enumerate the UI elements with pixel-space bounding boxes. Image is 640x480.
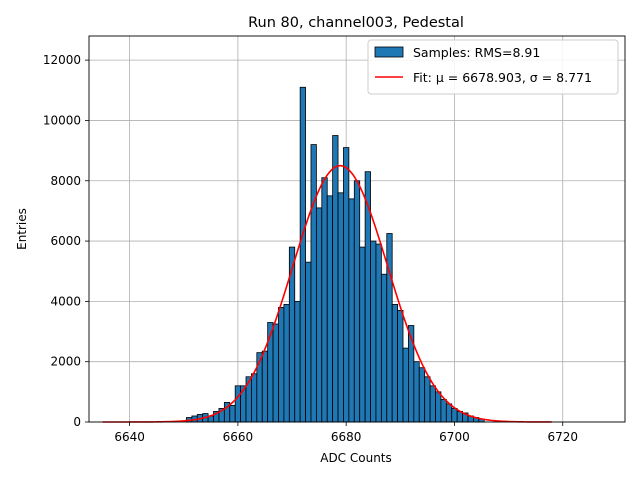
- legend-fit-label: Fit: μ = 6678.903, σ = 8.771: [413, 70, 592, 85]
- plot-frame: [88, 35, 626, 423]
- legend-bar-swatch: [374, 46, 404, 58]
- x-tick-label: 6640: [114, 430, 145, 444]
- histogram-bar: [332, 135, 339, 423]
- histogram-bar: [418, 367, 426, 423]
- y-tick-label: 10000: [43, 113, 81, 127]
- histogram-bars: [186, 86, 485, 423]
- histogram-bar: [445, 403, 453, 423]
- y-tick-label: 8000: [50, 174, 81, 188]
- histogram-bar: [310, 144, 317, 423]
- histogram-bar: [326, 195, 334, 423]
- histogram-bar: [278, 307, 285, 423]
- histogram-bar: [251, 373, 258, 423]
- histogram-bar: [305, 261, 312, 423]
- histogram-bar: [424, 376, 431, 423]
- x-tick-label: 6660: [223, 430, 254, 444]
- histogram-bar: [370, 240, 377, 423]
- x-axis: 6640 6660 6680 6700 6720: [114, 422, 578, 444]
- histogram-bar: [294, 300, 301, 423]
- histogram-bar: [380, 273, 388, 423]
- chart-title: Run 80, channel003, Pedestal: [248, 15, 464, 31]
- y-tick-label: 4000: [50, 294, 81, 308]
- y-tick-label: 2000: [50, 355, 81, 369]
- legend-box: [367, 39, 619, 95]
- y-tick-label: 12000: [43, 53, 81, 67]
- histogram-bar: [315, 207, 323, 423]
- histogram-bar: [435, 391, 442, 423]
- y-tick-label: 0: [73, 415, 81, 429]
- histogram-bar: [272, 323, 279, 423]
- histogram-bar: [261, 350, 269, 423]
- histogram-bar: [402, 347, 409, 423]
- x-tick-label: 6700: [439, 430, 470, 444]
- histogram-bar: [413, 361, 420, 423]
- histogram-bar: [353, 180, 361, 423]
- histogram-bar: [440, 398, 447, 423]
- y-axis-label: Entries: [15, 208, 29, 250]
- y-tick-label: 6000: [50, 234, 81, 248]
- histogram-bar: [429, 385, 436, 423]
- histogram-bar: [451, 408, 458, 423]
- histogram-bar: [359, 246, 366, 423]
- fit-curve: [102, 164, 552, 423]
- histogram-bar: [299, 86, 306, 423]
- histogram-bar: [321, 177, 328, 423]
- histogram-bar: [391, 303, 399, 423]
- x-tick-label: 6680: [331, 430, 362, 444]
- histogram-bar: [283, 303, 290, 423]
- y-axis: 0 2000 4000 6000 8000 10000 12000: [43, 53, 89, 429]
- legend: Samples: RMS=8.91 Fit: μ = 6678.903, σ =…: [367, 39, 619, 95]
- histogram-bar: [375, 243, 382, 423]
- legend-samples-label: Samples: RMS=8.91: [413, 45, 540, 60]
- x-tick-label: 6720: [547, 430, 578, 444]
- histogram-bar: [386, 233, 393, 423]
- histogram-bar: [229, 405, 236, 423]
- x-axis-label: ADC Counts: [320, 451, 392, 465]
- histogram-bar: [348, 198, 355, 423]
- histogram-bar: [337, 192, 344, 423]
- histogram-bar: [343, 147, 350, 423]
- histogram-bar: [234, 385, 241, 423]
- histogram-bar: [397, 310, 404, 423]
